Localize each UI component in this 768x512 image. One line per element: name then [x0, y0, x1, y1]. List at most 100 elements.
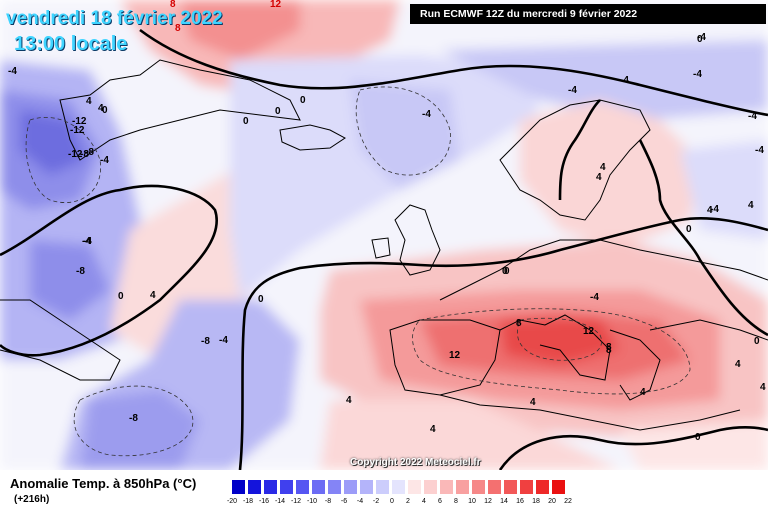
legend-tick-label: 4	[422, 498, 426, 505]
contour-value-label: 0	[504, 266, 510, 277]
legend-color-cell	[472, 480, 486, 494]
contour-value-label: 4	[748, 200, 754, 211]
legend-tick-label: 18	[532, 498, 540, 505]
contour-value-label: 8	[606, 342, 612, 353]
model-run-banner: Run ECMWF 12Z du mercredi 9 février 2022	[410, 4, 766, 24]
legend-color-cell	[456, 480, 470, 494]
contour-value-label: 12	[449, 350, 461, 361]
contour-value-label: 12	[583, 326, 595, 337]
contour-value-label: 0	[697, 34, 703, 45]
legend-color-cell	[328, 480, 342, 494]
contour-value-label: 4	[707, 205, 713, 216]
map-footer: Anomalie Temp. à 850hPa (°C) (+216h) -20…	[0, 470, 768, 512]
legend-color-cell	[408, 480, 422, 494]
contour-value-label: 8	[170, 0, 176, 10]
legend-color-cell	[248, 480, 262, 494]
contour-value-label: -12	[68, 149, 83, 160]
legend-color-cell	[440, 480, 454, 494]
contour-value-label: 0	[686, 224, 692, 235]
valid-date-title: vendredi 18 février 2022	[6, 8, 223, 29]
contour-value-label: 0	[243, 116, 249, 127]
contour-value-label: -8	[85, 147, 94, 158]
contour-value-label: 4	[430, 424, 436, 435]
legend-color-cell	[392, 480, 406, 494]
contour-value-label: -12	[72, 116, 87, 127]
legend-color-cell	[280, 480, 294, 494]
valid-time-title: 13:00 locale	[14, 33, 128, 55]
contour-value-label: -4	[83, 236, 92, 247]
contour-value-label: -8	[76, 266, 85, 277]
legend-tick-label: -2	[372, 498, 380, 505]
contour-value-label: -8	[80, 149, 89, 160]
contour-value-label: 4	[346, 395, 352, 406]
contour-value-label: -4	[100, 155, 109, 166]
contour-value-label: 4	[86, 96, 92, 107]
anomaly-fill-layer	[0, 0, 768, 470]
contour-value-label: 4	[735, 359, 741, 370]
contour-value-label: -4	[219, 335, 228, 346]
contour-value-label: 4	[98, 103, 104, 114]
legend-tick-label: -20	[226, 498, 238, 505]
contour-value-label: 0	[300, 95, 306, 106]
legend-tick-label: 0	[390, 498, 394, 505]
legend-color-cell	[344, 480, 358, 494]
legend-tick-label: 14	[500, 498, 508, 505]
contour-value-label: -4	[748, 111, 757, 122]
contour-value-label: -4	[620, 75, 629, 86]
contour-value-label: 8	[606, 345, 612, 356]
contour-value-label: -4	[568, 85, 577, 96]
legend-tick-label: -4	[356, 498, 364, 505]
variable-title: Anomalie Temp. à 850hPa (°C)	[10, 476, 197, 491]
contour-value-label: -8	[129, 413, 138, 424]
legend-tick-label: 10	[468, 498, 476, 505]
legend-tick-label: 2	[406, 498, 410, 505]
legend-color-cell	[264, 480, 278, 494]
legend-color-cell	[424, 480, 438, 494]
legend-color-cell	[296, 480, 310, 494]
legend-tick-label: -16	[258, 498, 270, 505]
contour-value-label: -4	[693, 69, 702, 80]
legend-tick-label: -6	[340, 498, 348, 505]
legend-tick-label: 20	[548, 498, 556, 505]
legend-color-cell	[520, 480, 534, 494]
zero-isolines	[0, 28, 768, 470]
contour-value-label: 0	[502, 266, 508, 277]
contour-value-label: -4	[82, 236, 91, 247]
contour-value-label: -4	[590, 292, 599, 303]
legend-tick-label: -14	[274, 498, 286, 505]
contour-value-label: -12	[70, 125, 85, 136]
contour-value-label: -4	[8, 66, 17, 77]
legend-color-cell	[536, 480, 550, 494]
contour-value-label: 4	[640, 387, 646, 398]
contour-value-label: 4	[530, 397, 536, 408]
legend-tick-label: 12	[484, 498, 492, 505]
legend-tick-label: 22	[564, 498, 572, 505]
contour-value-label: 0	[695, 432, 701, 443]
coastlines	[0, 59, 768, 431]
contour-value-label: -4	[755, 145, 764, 156]
contour-value-label: 0	[118, 291, 124, 302]
contour-value-label: 8	[175, 23, 181, 34]
contour-value-label: 0	[754, 336, 760, 347]
contour-value-label: 12	[270, 0, 282, 10]
anomaly-isolines	[25, 86, 691, 457]
legend-tick-label: -10	[306, 498, 318, 505]
legend-tick-label: 6	[438, 498, 442, 505]
contour-value-label: -4	[710, 204, 719, 215]
legend-color-cell	[504, 480, 518, 494]
legend-color-cell	[376, 480, 390, 494]
legend-color-cell	[488, 480, 502, 494]
forecast-step-label: (+216h)	[14, 494, 50, 505]
legend-tick-label: 8	[454, 498, 458, 505]
contour-value-label: -8	[201, 336, 210, 347]
contour-value-label: 0	[275, 106, 281, 117]
legend-color-cell	[232, 480, 246, 494]
legend-color-cell	[312, 480, 326, 494]
legend-tick-label: -18	[242, 498, 254, 505]
contour-value-label: 8	[516, 318, 522, 329]
contour-value-label: -4	[422, 109, 431, 120]
contour-value-label: 4	[760, 382, 766, 393]
